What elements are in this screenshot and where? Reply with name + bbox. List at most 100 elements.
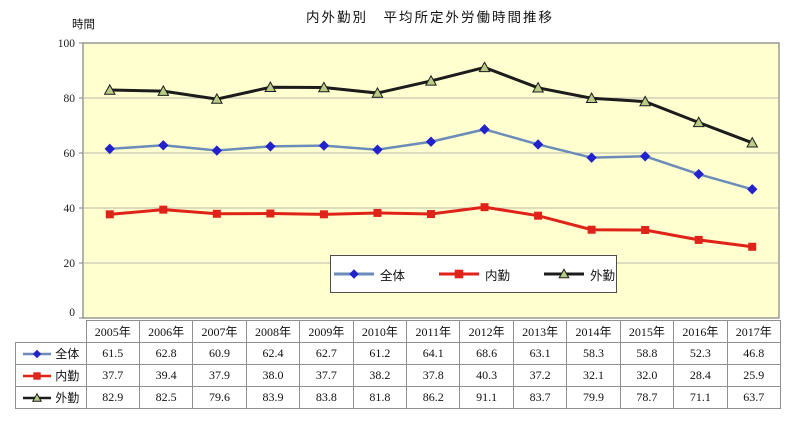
data-point-triangle [639,95,652,107]
table-value-cell: 37.2 [512,364,568,387]
data-point-triangle [558,268,570,279]
data-point-diamond [425,136,437,147]
table-series-name: 全体 [55,347,80,361]
table-value-cell: 58.8 [619,342,675,365]
data-point-triangle [317,81,330,93]
table-value-cell: 82.5 [138,386,194,409]
data-point-square [748,242,757,251]
data-point-square [373,208,382,217]
data-point-diamond [318,140,330,151]
table-value-cell: 61.5 [85,342,140,365]
data-point-diamond [532,139,544,150]
table-year-header: 2015年 [619,320,675,343]
data-point-triangle [424,74,438,86]
table-series-name: 外勤 [55,391,80,405]
data-point-triangle [532,81,545,93]
y-axis-unit-label: 時間 [72,19,95,31]
legend-item-naikin: 内勤 [437,265,510,284]
legend-marker-square [438,269,479,279]
table-row-label-gaikin: 外勤 [15,386,87,409]
data-point-triangle [264,81,277,92]
y-axis-tick-label: 100 [58,38,76,50]
table-value-cell: 40.3 [459,364,514,387]
table-value-cell: 82.9 [85,386,140,409]
table-value-cell: 64.1 [406,342,461,365]
table-value-cell: 68.6 [459,342,514,365]
table-legend-marker-square [23,371,52,380]
chart-title: 内外勤別 平均所定外労働時間推移 [306,10,554,25]
table-value-cell: 32.0 [619,364,675,387]
table-year-header: 2010年 [352,320,408,343]
series-zentai [104,124,758,195]
table-value-cell: 83.9 [245,386,301,409]
data-point-diamond [479,124,490,135]
table-value-cell: 37.9 [192,364,247,387]
data-point-square [641,226,650,234]
data-point-triangle [32,392,43,402]
table-year-header: 2008年 [245,320,301,343]
y-axis-tick-label: 0 [69,307,75,319]
table-value-cell: 78.7 [619,386,675,409]
data-point-square [159,205,168,214]
data-point-diamond [693,168,704,180]
table-value-cell: 83.7 [512,386,568,409]
legend-label: 全体 [379,268,405,283]
table-value-cell: 61.2 [352,342,408,365]
data-point-square [694,235,703,244]
table-value-cell: 60.9 [192,342,247,365]
data-point-square [587,225,596,234]
data-point-triangle [692,116,705,128]
y-axis-tick-label: 80 [64,93,76,105]
table-year-header: 2005年 [85,320,140,343]
legend-marker-diamond [333,269,374,279]
table-value-cell: 79.6 [192,386,247,409]
table-value-cell: 63.7 [726,386,782,409]
data-point-square [105,210,114,219]
table-value-cell: 81.8 [352,386,408,409]
table-value-cell: 37.7 [299,364,354,387]
data-point-diamond [265,141,276,152]
table-value-cell: 28.4 [673,364,728,387]
table-value-cell: 38.2 [352,364,408,387]
table-value-cell: 91.1 [459,386,514,409]
table-value-cell: 25.9 [726,364,782,387]
legend-marker-triangle [544,268,584,279]
data-point-diamond [586,152,597,163]
y-axis-tick-label: 60 [64,148,76,160]
data-point-diamond [372,144,383,155]
data-point-diamond [33,349,42,358]
data-point-square [319,210,328,219]
data-point-square [534,211,543,220]
data-point-square [212,209,221,218]
table-value-cell: 58.3 [566,342,621,365]
data-point-diamond [747,184,758,195]
table-value-cell: 32.1 [566,364,621,387]
table-legend-marker-diamond [23,349,52,358]
data-point-diamond [639,151,651,162]
data-point-diamond [211,145,223,156]
table-row-label-naikin: 内勤 [15,364,87,387]
legend-item-zentai: 全体 [332,265,405,284]
chart-data-table: 2005年 2006年 2007年 2008年 2009年 2010年 2011年 2012年… [15,320,782,409]
table-value-cell: 39.4 [138,364,194,387]
table-header-row: 2005年 2006年 2007年 2008年 2009年 2010年 2011年 2012年… [16,320,782,343]
table-legend-marker-triangle [23,392,52,402]
data-point-diamond [158,140,169,151]
table-row-zentai: 全体 61.5 62.8 60.9 62.4 62.7 61.2 64.1 68.6 63.1 58… [15,342,782,365]
table-year-header: 2009年 [299,320,354,343]
data-point-triangle [746,136,759,148]
data-point-triangle [371,86,384,98]
data-point-square [266,209,275,218]
table-value-cell: 86.2 [406,386,461,409]
table-year-header: 2006年 [138,320,194,343]
table-row-naikin: 内勤 37.7 39.4 37.9 38.0 37.7 38.2 37.8 40.3 37.2 32… [15,364,782,387]
table-row-label-zentai: 全体 [15,342,87,365]
chart-legend: 全体 内勤 外勤 [330,255,617,293]
data-point-diamond [349,269,359,279]
data-point-triangle [585,92,598,103]
table-value-cell: 46.8 [726,342,782,365]
data-point-triangle [478,61,491,73]
table-value-cell: 37.7 [85,364,140,387]
legend-label: 内勤 [484,268,510,283]
